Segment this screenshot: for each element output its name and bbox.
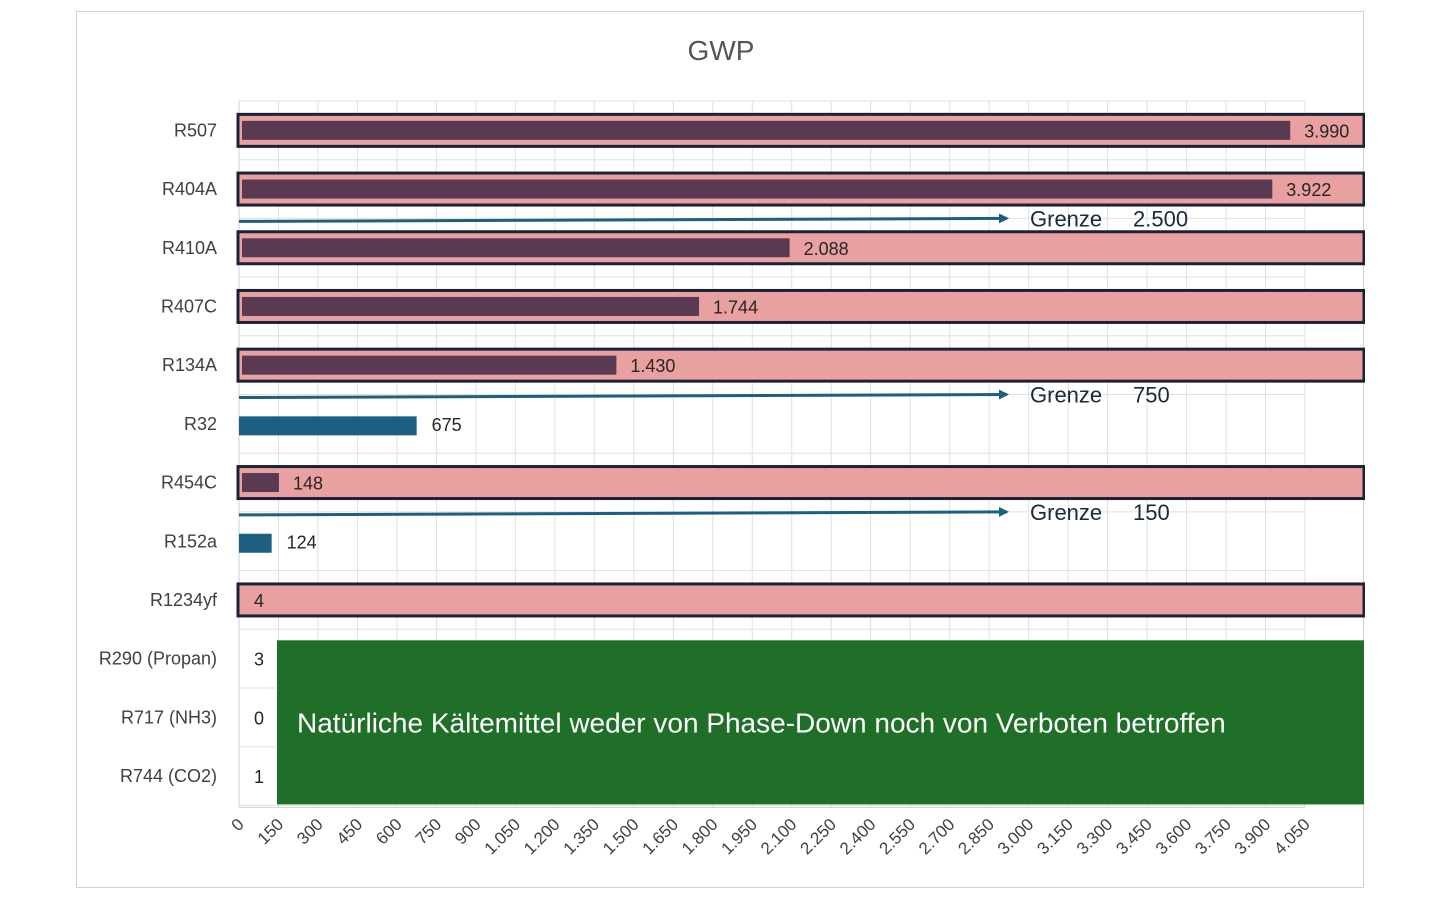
category-label: R454C (161, 473, 217, 493)
gwp-chart: Grenze 2.500 Grenze 750 Grenze 150 Natürliche… (99, 35, 1365, 859)
category-label: R152a (164, 531, 218, 551)
x-tick-label: 2.700 (915, 815, 959, 859)
data-label: 4 (254, 591, 264, 611)
data-label: 148 (293, 474, 323, 494)
data-label: 1 (254, 767, 264, 787)
labels: R507 3.990 R404A 3.922 R410A 2.088 R407C 1.744 R… (99, 120, 1349, 787)
data-label: 675 (432, 415, 462, 435)
note-text: Natürliche Kältemittel weder von Phase-D… (297, 707, 1226, 738)
x-tick-label: 3.600 (1152, 815, 1196, 859)
category-label: R290 (Propan) (99, 649, 217, 669)
x-tick-label: 150 (254, 815, 287, 848)
chart-frame: Grenze 2.500 Grenze 750 Grenze 150 Natürliche… (76, 11, 1365, 888)
data-label: 1.744 (713, 297, 758, 317)
limit-label: Grenze (1030, 383, 1102, 408)
x-tick-label: 1.500 (599, 815, 643, 859)
bar (242, 179, 1273, 199)
bar (239, 533, 272, 553)
highlight-band (236, 465, 1365, 501)
x-tick-label: 2.400 (836, 815, 880, 859)
x-tick-label: 300 (293, 815, 326, 848)
x-tick-label: 3.150 (1033, 815, 1077, 859)
bar (239, 416, 417, 436)
x-tick-label: 2.100 (757, 815, 801, 859)
limit-arrow (238, 213, 1009, 224)
x-tick-label: 1.800 (678, 815, 722, 859)
limit-arrow (238, 389, 1009, 400)
x-tick-label: 2.550 (875, 815, 919, 859)
x-tick-label: 2.250 (797, 815, 841, 859)
category-label: R32 (184, 414, 217, 434)
x-tick-label: 1.650 (639, 815, 683, 859)
x-tick-label: 1.050 (481, 815, 525, 859)
data-label: 2.088 (804, 239, 849, 259)
category-label: R717 (NH3) (121, 707, 217, 727)
category-label: R410A (162, 238, 217, 258)
x-tick-label: 900 (451, 815, 484, 848)
x-tick-label: 3.300 (1073, 815, 1117, 859)
limit-label: Grenze (1030, 206, 1102, 231)
data-label: 3 (254, 650, 264, 670)
bars (239, 120, 1291, 553)
x-tick-label: 1.950 (718, 815, 762, 859)
highlight-band (236, 582, 1365, 618)
category-label: R404A (162, 179, 217, 199)
x-tick-label: 1.350 (560, 815, 604, 859)
x-axis-ticks: 0 150 300 450 600 750 9001.0501.2001.3501.5001… (228, 815, 1314, 859)
x-tick-label: 3.750 (1191, 815, 1235, 859)
limit-arrow (238, 506, 1009, 517)
category-label: R507 (174, 120, 217, 140)
data-label: 3.922 (1286, 180, 1331, 200)
x-tick-label: 0 (228, 815, 248, 835)
category-label: R744 (CO2) (120, 766, 217, 786)
category-label: R1234yf (150, 590, 218, 610)
data-label: 1.430 (630, 356, 675, 376)
x-tick-label: 3.000 (994, 815, 1038, 859)
limit-value: 2.500 (1133, 206, 1188, 231)
x-tick-label: 1.200 (520, 815, 564, 859)
natural-refrigerants-note: Natürliche Kältemittel weder von Phase-D… (277, 640, 1364, 805)
x-tick-label: 4.050 (1270, 815, 1314, 859)
bar (242, 296, 700, 316)
note-box (277, 640, 1364, 805)
bar (242, 473, 279, 493)
highlight-bands (236, 112, 1365, 618)
x-tick-label: 450 (333, 815, 366, 848)
x-tick-label: 750 (412, 815, 445, 848)
x-tick-label: 2.850 (954, 815, 998, 859)
category-label: R134A (162, 355, 217, 375)
data-label: 0 (254, 708, 264, 728)
limit-arrows: Grenze 2.500 Grenze 750 Grenze 150 (238, 206, 1188, 525)
data-label: 3.990 (1304, 121, 1349, 141)
bar (242, 355, 617, 375)
limit-value: 150 (1133, 500, 1170, 525)
chart-title: GWP (688, 35, 755, 66)
bar (242, 238, 790, 258)
x-tick-label: 3.450 (1112, 815, 1156, 859)
bar (242, 120, 1291, 140)
limit-value: 750 (1133, 383, 1170, 408)
x-tick-label: 3.900 (1231, 815, 1275, 859)
category-label: R407C (161, 296, 217, 316)
data-label: 124 (287, 532, 317, 552)
x-tick-label: 600 (372, 815, 405, 848)
limit-label: Grenze (1030, 500, 1102, 525)
